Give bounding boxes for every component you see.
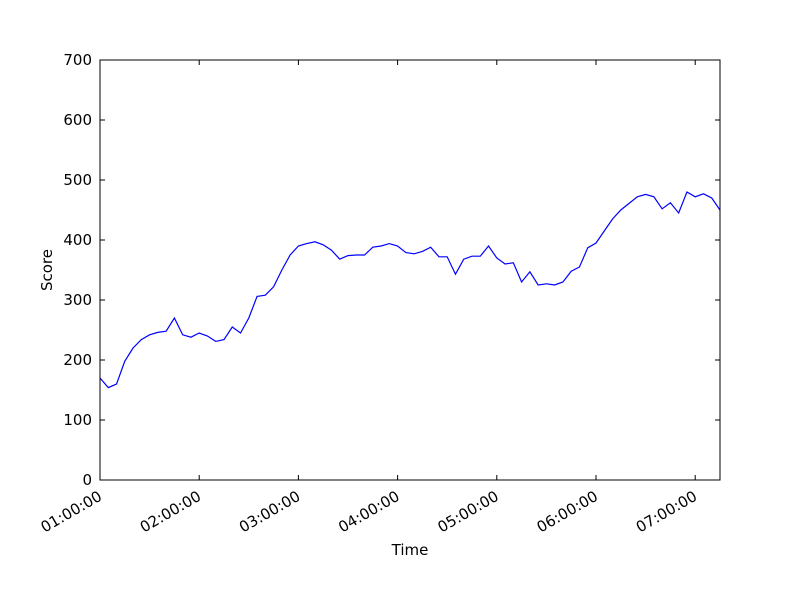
y-tick-label: 200 <box>63 351 92 369</box>
y-axis-label: Score <box>38 249 56 291</box>
y-tick-label: 300 <box>63 291 92 309</box>
y-tick-label: 100 <box>63 411 92 429</box>
y-tick-label: 400 <box>63 231 92 249</box>
x-axis-label: Time <box>391 541 429 559</box>
plot-frame <box>99 59 721 481</box>
y-tick-label: 0 <box>82 471 92 489</box>
y-tick-label: 500 <box>63 171 92 189</box>
data-line <box>99 191 721 389</box>
y-tick-label: 600 <box>63 111 92 129</box>
y-tick-label: 700 <box>63 51 92 69</box>
